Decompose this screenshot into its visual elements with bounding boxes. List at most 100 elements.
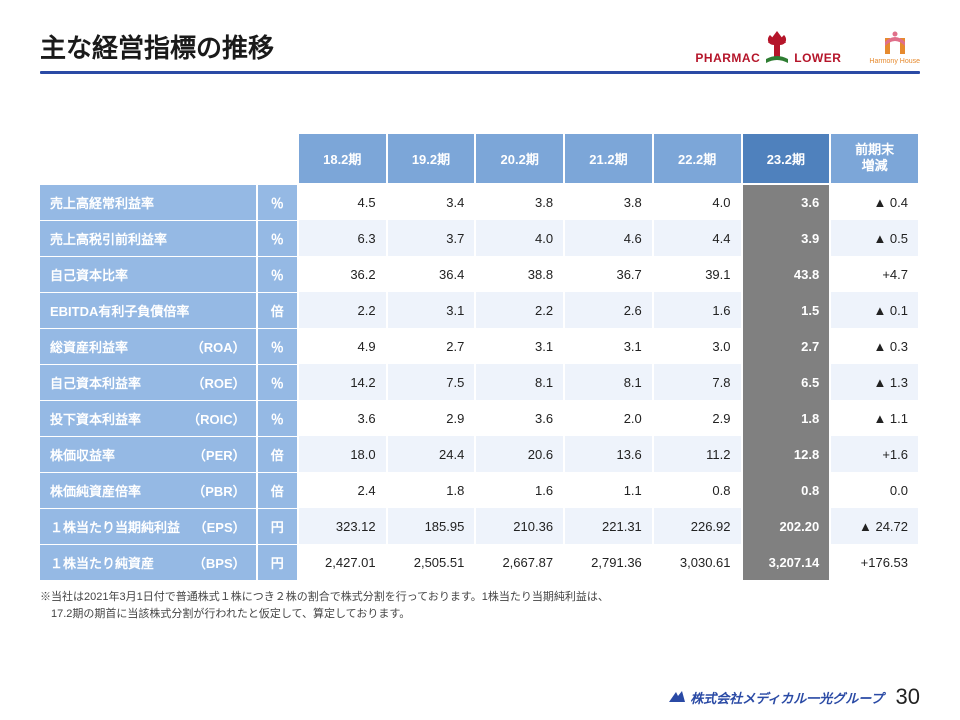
cell: 3.8 xyxy=(475,184,564,221)
row-label: １株当たり当期純利益（EPS） xyxy=(40,508,257,544)
cell-current: 6.5 xyxy=(742,364,831,400)
pharmac-text-left: PHARMAC xyxy=(695,51,760,65)
cell-diff: ▲ 0.1 xyxy=(830,292,919,328)
cell: 39.1 xyxy=(653,256,742,292)
row-unit: ％ xyxy=(257,400,298,436)
cell: 2,791.36 xyxy=(564,544,653,580)
cell: 4.0 xyxy=(653,184,742,221)
cell-current: 3.6 xyxy=(742,184,831,221)
cell: 2.6 xyxy=(564,292,653,328)
col-header: 19.2期 xyxy=(387,134,476,184)
cell: 2.2 xyxy=(298,292,387,328)
footnote: ※当社は2021年3月1日付で普通株式１株につき２株の割合で株式分割を行っており… xyxy=(40,589,920,624)
cell-current: 0.8 xyxy=(742,472,831,508)
row-unit: 倍 xyxy=(257,292,298,328)
footer-company-name: 株式会社メディカル一光グループ xyxy=(690,688,883,707)
cell: 11.2 xyxy=(653,436,742,472)
cell: 2.9 xyxy=(387,400,476,436)
table-row: EBITDA有利子負債倍率倍2.23.12.22.61.61.5▲ 0.1 xyxy=(40,292,919,328)
footnote-line: 17.2期の期首に当該株式分割が行われたと仮定して、算定しております。 xyxy=(40,606,920,624)
cell: 4.9 xyxy=(298,328,387,364)
cell: 3.1 xyxy=(475,328,564,364)
cell: 38.8 xyxy=(475,256,564,292)
row-unit: 円 xyxy=(257,508,298,544)
table-header: 18.2期 19.2期 20.2期 21.2期 22.2期 23.2期 前期末増… xyxy=(40,134,919,184)
pharmac-flower-logo: PHARMAC LOWER xyxy=(695,29,841,65)
row-unit: ％ xyxy=(257,220,298,256)
row-label: 総資産利益率（ROA） xyxy=(40,328,257,364)
header-rule xyxy=(40,71,920,74)
cell-diff: ▲ 1.3 xyxy=(830,364,919,400)
cell: 3,030.61 xyxy=(653,544,742,580)
cell: 3.8 xyxy=(564,184,653,221)
cell: 7.8 xyxy=(653,364,742,400)
row-label: 売上高税引前利益率 xyxy=(40,220,257,256)
row-label: 投下資本利益率（ROIC） xyxy=(40,400,257,436)
cell: 0.8 xyxy=(653,472,742,508)
cell: 2,427.01 xyxy=(298,544,387,580)
cell-current: 12.8 xyxy=(742,436,831,472)
table-row: １株当たり純資産（BPS）円2,427.012,505.512,667.872,… xyxy=(40,544,919,580)
cell: 3.1 xyxy=(564,328,653,364)
cell-current: 3.9 xyxy=(742,220,831,256)
brand-logos: PHARMAC LOWER Harmony House xyxy=(695,28,920,65)
cell-diff: ▲ 24.72 xyxy=(830,508,919,544)
table-row: １株当たり当期純利益（EPS）円323.12185.95210.36221.31… xyxy=(40,508,919,544)
col-header: 18.2期 xyxy=(298,134,387,184)
flower-icon xyxy=(762,29,792,65)
cell: 221.31 xyxy=(564,508,653,544)
cell: 2.2 xyxy=(475,292,564,328)
cell: 8.1 xyxy=(564,364,653,400)
table-row: 売上高経常利益率％4.53.43.83.84.03.6▲ 0.4 xyxy=(40,184,919,221)
page-title: 主な経営指標の推移 xyxy=(40,28,274,65)
cell: 4.4 xyxy=(653,220,742,256)
cell-diff: ▲ 0.5 xyxy=(830,220,919,256)
cell: 210.36 xyxy=(475,508,564,544)
harmony-house-text: Harmony House xyxy=(869,58,920,65)
cell: 2.0 xyxy=(564,400,653,436)
col-header: 21.2期 xyxy=(564,134,653,184)
cell: 1.6 xyxy=(475,472,564,508)
cell: 3.0 xyxy=(653,328,742,364)
table-row: 投下資本利益率（ROIC）％3.62.93.62.02.91.8▲ 1.1 xyxy=(40,400,919,436)
cell: 6.3 xyxy=(298,220,387,256)
row-label: EBITDA有利子負債倍率 xyxy=(40,292,257,328)
cell: 3.4 xyxy=(387,184,476,221)
col-header-current: 23.2期 xyxy=(742,134,831,184)
cell: 4.0 xyxy=(475,220,564,256)
cell: 3.7 xyxy=(387,220,476,256)
table-row: 自己資本比率％36.236.438.836.739.143.8+4.7 xyxy=(40,256,919,292)
cell: 4.6 xyxy=(564,220,653,256)
row-unit: 円 xyxy=(257,544,298,580)
row-unit: 倍 xyxy=(257,436,298,472)
cell: 18.0 xyxy=(298,436,387,472)
table-row: 自己資本利益率（ROE）％14.27.58.18.17.86.5▲ 1.3 xyxy=(40,364,919,400)
col-header: 22.2期 xyxy=(653,134,742,184)
row-label: 売上高経常利益率 xyxy=(40,184,257,221)
header-blank xyxy=(40,134,257,184)
cell: 36.2 xyxy=(298,256,387,292)
cell: 226.92 xyxy=(653,508,742,544)
cell-diff: ▲ 1.1 xyxy=(830,400,919,436)
indicators-table: 18.2期 19.2期 20.2期 21.2期 22.2期 23.2期 前期末増… xyxy=(40,134,920,581)
cell: 14.2 xyxy=(298,364,387,400)
cell: 2.4 xyxy=(298,472,387,508)
row-label: 自己資本比率 xyxy=(40,256,257,292)
row-unit: 倍 xyxy=(257,472,298,508)
pharmac-text-right: LOWER xyxy=(794,51,841,65)
row-unit: ％ xyxy=(257,184,298,221)
cell-diff: +1.6 xyxy=(830,436,919,472)
harmony-house-logo: Harmony House xyxy=(869,28,920,65)
cell: 7.5 xyxy=(387,364,476,400)
harmony-house-icon xyxy=(881,28,909,56)
cell-diff: +176.53 xyxy=(830,544,919,580)
row-label: １株当たり純資産（BPS） xyxy=(40,544,257,580)
cell-current: 202.20 xyxy=(742,508,831,544)
cell: 2.7 xyxy=(387,328,476,364)
cell: 20.6 xyxy=(475,436,564,472)
cell-diff: +4.7 xyxy=(830,256,919,292)
row-label: 自己資本利益率（ROE） xyxy=(40,364,257,400)
row-label: 株価純資産倍率（PBR） xyxy=(40,472,257,508)
footer-company-logo: 株式会社メディカル一光グループ xyxy=(668,688,883,707)
table-row: 売上高税引前利益率％6.33.74.04.64.43.9▲ 0.5 xyxy=(40,220,919,256)
